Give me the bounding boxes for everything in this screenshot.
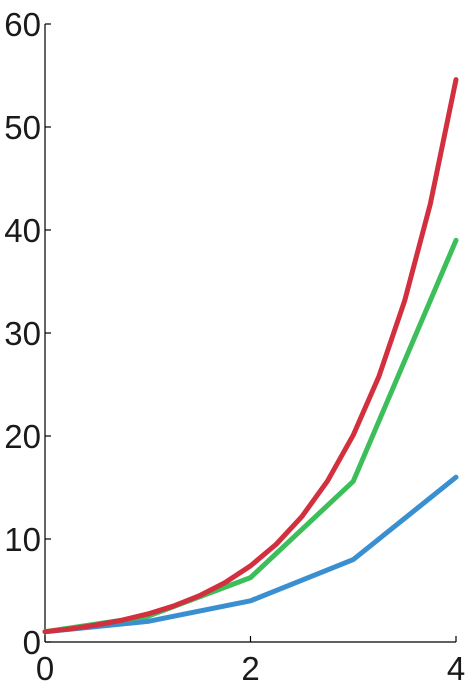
series-line-2 — [42, 237, 459, 635]
series-line-3 — [42, 77, 459, 635]
y-tick-label: 20 — [4, 418, 41, 455]
series-line-1 — [42, 474, 459, 635]
series — [42, 77, 459, 635]
y-tick-label: 40 — [4, 212, 41, 249]
x-tick-label: 4 — [447, 650, 465, 687]
ticks: 0 10 20 30 40 50 60 0 2 4 — [4, 6, 465, 687]
y-tick-label: 10 — [4, 521, 41, 558]
x-tick-label: 0 — [36, 650, 54, 687]
y-tick-label: 50 — [4, 109, 41, 146]
y-tick-label: 0 — [23, 624, 41, 661]
x-tick-label: 2 — [241, 650, 259, 687]
y-tick-label: 30 — [4, 315, 41, 352]
y-tick-label: 60 — [4, 6, 41, 43]
